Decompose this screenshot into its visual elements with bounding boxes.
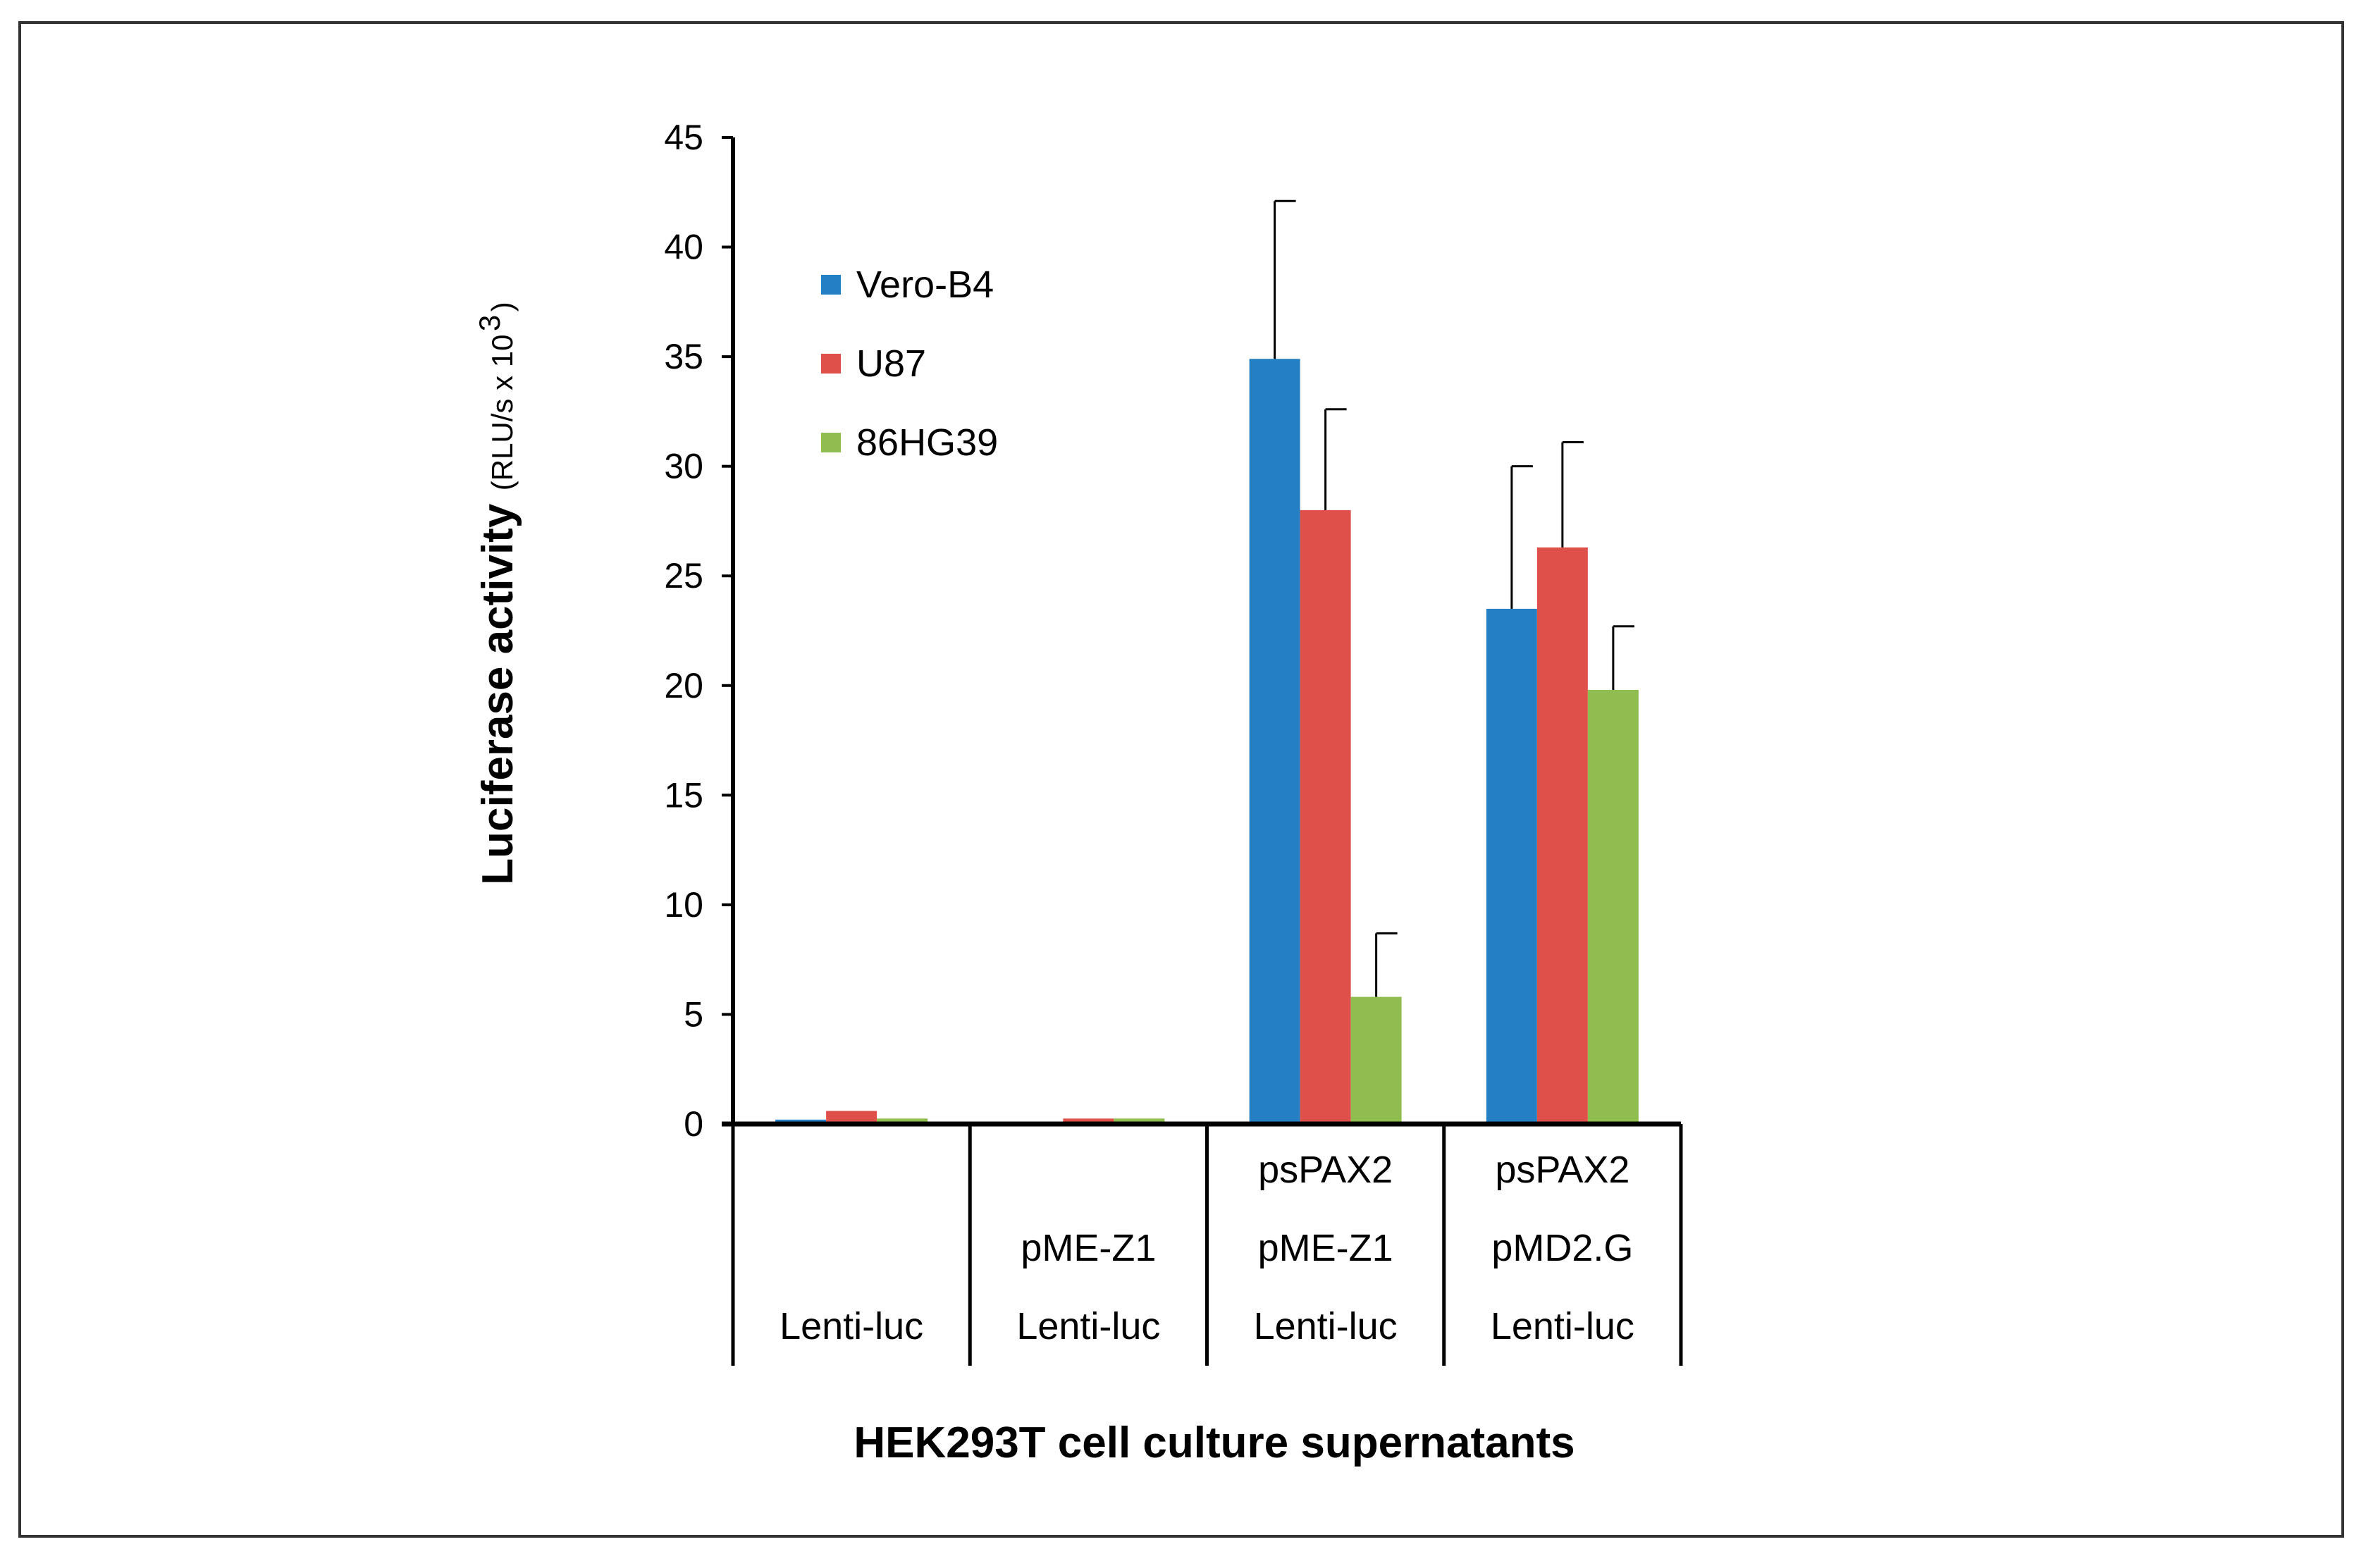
y-tick-label: 30 <box>664 447 703 486</box>
y-axis-title-exponent: 3 <box>473 315 506 331</box>
category-label: Lenti-luc <box>780 1305 923 1347</box>
bar-vero-b4 <box>1249 359 1300 1125</box>
y-axis-title-unit-close: ) <box>486 302 519 311</box>
y-axis-title: Luciferase activity (RLU/s x 10 3 ) <box>473 302 522 885</box>
legend-label-u87: U87 <box>856 342 926 385</box>
category-label: pME-Z1 <box>1021 1227 1156 1269</box>
category-label: Lenti-luc <box>1016 1305 1160 1347</box>
bar-86hg39 <box>1350 996 1402 1124</box>
legend-label-86hg39: 86HG39 <box>856 421 998 464</box>
category-label: psPAX2 <box>1258 1149 1393 1191</box>
category-label: Lenti-luc <box>1254 1305 1398 1347</box>
y-tick-label: 25 <box>664 556 703 595</box>
y-tick-label: 10 <box>664 885 703 925</box>
y-axis-title-unit: (RLU/s x 10 <box>486 335 519 491</box>
bar-u87 <box>1536 547 1588 1124</box>
bar-86hg39 <box>877 1118 928 1124</box>
y-tick-label: 15 <box>664 775 703 815</box>
y-tick-label: 40 <box>664 228 703 267</box>
bar-u87 <box>1300 510 1351 1124</box>
bar-u87 <box>1063 1118 1114 1124</box>
y-tick-label: 45 <box>664 118 703 157</box>
bars-layer <box>775 199 1639 1125</box>
bar-vero-b4 <box>1486 608 1537 1124</box>
bar-86hg39 <box>1114 1118 1165 1124</box>
axes-layer <box>722 136 1683 1366</box>
y-axis-title-main: Luciferase activity <box>474 503 522 885</box>
category-label: psPAX2 <box>1495 1149 1629 1191</box>
bar-u87 <box>826 1111 877 1124</box>
y-tick-label: 0 <box>684 1104 703 1144</box>
y-tick-label: 5 <box>684 994 703 1034</box>
category-label: Lenti-luc <box>1491 1305 1634 1347</box>
y-tick-label: 20 <box>664 666 703 705</box>
bar-86hg39 <box>1587 690 1639 1124</box>
legend-label-vero-b4: Vero-B4 <box>856 264 994 306</box>
y-tick-label: 35 <box>664 337 703 376</box>
category-label: pME-Z1 <box>1258 1227 1393 1269</box>
x-axis-title: HEK293T cell culture supernatants <box>854 1419 1575 1467</box>
figure-frame <box>18 21 2344 1538</box>
legend-swatch-86hg39 <box>821 433 841 452</box>
legend-swatch-vero-b4 <box>821 275 841 295</box>
category-label: pMD2.G <box>1491 1227 1633 1269</box>
legend-swatch-u87 <box>821 354 841 374</box>
text-layer: 0 5 10 15 20 25 30 35 40 45 Lenti-luc pME-Z1 Lenti-l… <box>664 118 1634 1347</box>
